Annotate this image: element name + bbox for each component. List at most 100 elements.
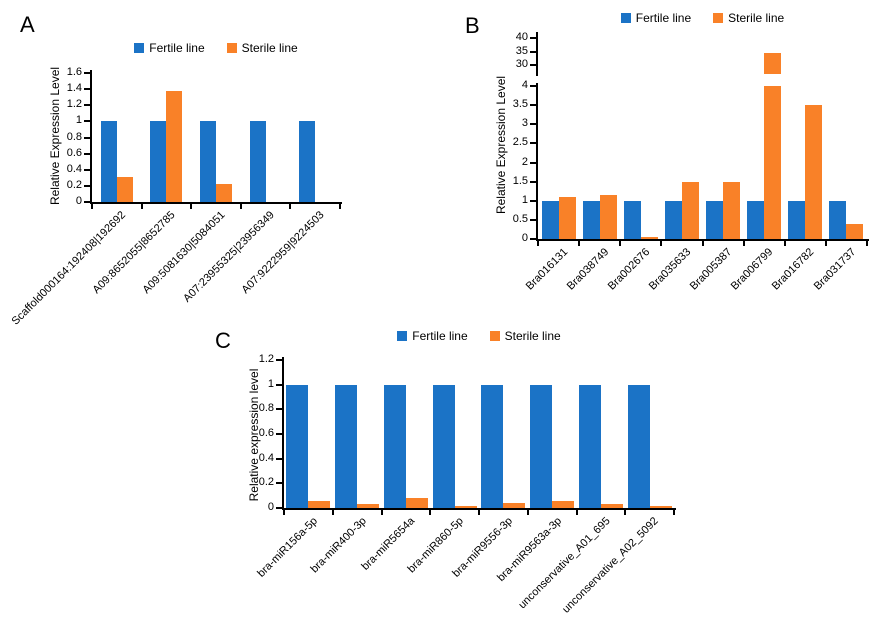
bar-sterile: [600, 504, 623, 508]
y-tick: [84, 120, 90, 123]
x-tick: [866, 241, 868, 246]
upper-y-tick: [530, 64, 536, 66]
legend-item-fertile: Fertile line: [620, 11, 692, 25]
x-tick: [742, 241, 745, 246]
x-category-label-text: A09:8652055|8652785: [90, 209, 178, 297]
x-category-label-text: A09:5081630|5084051: [140, 209, 228, 297]
y-tick: [530, 104, 536, 107]
fertile-swatch-icon: [397, 331, 408, 341]
legend-label-fertile: Fertile line: [635, 11, 692, 25]
bar-fertile: [200, 121, 216, 202]
x-category-label-text: Bra031737: [811, 246, 858, 293]
x-category-label-text: Bra002676: [605, 246, 653, 293]
legend-label-fertile: Fertile line: [412, 329, 468, 343]
bar-sterile: [599, 195, 617, 239]
x-tick: [660, 241, 663, 246]
bar-sterile: [558, 196, 576, 239]
bar-sterile: [216, 184, 232, 202]
upper-y-tick: [530, 50, 536, 53]
bar-sterile: [552, 500, 575, 508]
y-tick-label: 0.8: [66, 130, 82, 143]
x-tick: [578, 241, 581, 246]
bar-sterile: [454, 505, 477, 508]
legend-item-sterile: Sterile line: [226, 41, 298, 55]
bar-fertile: [747, 200, 765, 239]
y-tick-label: 1: [267, 377, 274, 390]
panel-b-label: B: [465, 13, 480, 38]
x-category-label-text: Bra016131: [523, 246, 571, 293]
panel-b: B Fertile line Sterile line Relative Exp…: [450, 5, 873, 322]
y-tick-label: 0: [521, 232, 528, 244]
y-tick: [530, 218, 536, 221]
fertile-swatch-icon: [134, 43, 145, 53]
y-tick: [84, 72, 90, 74]
sterile-swatch-icon: [713, 13, 724, 23]
y-tick-label: 2.5: [512, 136, 528, 149]
y-tick: [84, 104, 90, 107]
bar-fertile: [100, 121, 117, 202]
bar-fertile: [541, 200, 559, 239]
bar-fertile: [530, 384, 553, 508]
legend-item-fertile: Fertile line: [397, 329, 468, 343]
x-category-label-text: Bra006799: [729, 246, 776, 293]
upper-y-tick-label: 40: [515, 31, 528, 44]
x-tick: [380, 510, 383, 515]
x-tick: [478, 510, 480, 515]
y-tick: [84, 201, 90, 203]
y-tick-label: 3: [521, 117, 528, 130]
x-category-label-text: A07:23955325|23956349: [181, 209, 278, 305]
legend-label-fertile: Fertile line: [149, 41, 205, 55]
panel-c-label: C: [215, 328, 231, 353]
bar-fertile: [249, 121, 266, 202]
y-tick: [276, 383, 282, 386]
x-category-label-text: Bra035633: [646, 246, 694, 293]
y-tick-label: 0.8: [258, 402, 274, 415]
x-category-label-text: A07:9222959|9224503: [239, 209, 327, 297]
bar-sterile: [116, 177, 133, 202]
bar-fertile: [623, 200, 641, 239]
bar-sterile: [405, 498, 428, 508]
x-tick: [339, 204, 341, 209]
x-tick: [673, 510, 675, 515]
y-tick-label: 4: [521, 79, 528, 91]
bar-fertile: [299, 121, 316, 202]
x-tick: [619, 241, 622, 246]
bar-fertile: [706, 200, 724, 239]
bar-sterile: [846, 223, 864, 239]
bar-fertile: [788, 200, 806, 239]
y-tick-label: 3.5: [512, 98, 528, 111]
y-tick-label: 0: [267, 501, 274, 513]
y-tick: [84, 152, 90, 155]
bar-fertile: [432, 384, 455, 508]
y-tick: [276, 433, 282, 435]
chart-a-plot: 0 0.2 0.4 0.6 0.8 1 1.2 1.4 1.6 Scaffold000164:19…: [10, 10, 442, 328]
upper-y-tick: [530, 37, 536, 40]
y-tick-label: 1.6: [66, 66, 82, 78]
legend-label-sterile: Sterile line: [728, 11, 785, 25]
y-tick-label: 0.6: [258, 427, 274, 439]
x-tick: [783, 241, 786, 246]
y-tick-label: 1: [521, 193, 528, 206]
y-tick: [84, 136, 90, 139]
x-axis-line: [90, 202, 342, 204]
y-tick: [530, 161, 536, 164]
x-category-label-text: unconservative_A02_5092: [560, 515, 662, 616]
bar-sterile: [723, 181, 741, 239]
y-tick: [530, 238, 536, 240]
bar-fertile: [286, 384, 309, 508]
legend-item-sterile: Sterile line: [713, 11, 784, 25]
y-tick-label: 1.5: [512, 174, 528, 187]
bar-sterile: [649, 505, 672, 508]
legend-b: Fertile line Sterile line: [538, 11, 867, 25]
bar-sterile: [503, 503, 526, 508]
y-tick-label: 1: [75, 114, 82, 127]
x-tick: [91, 204, 93, 209]
bar-sterile: [764, 86, 782, 239]
x-category-label-text: unconservative_A01_695: [516, 515, 613, 612]
x-tick: [624, 510, 627, 515]
chart-c-plot: 0 0.2 0.4 0.6 0.8 1 1.2 bra-miR156a-5p bra-miR40…: [205, 322, 685, 632]
x-tick: [239, 204, 242, 209]
upper-y-tick-label: 35: [515, 44, 528, 57]
upper-y-axis-line: [536, 32, 538, 76]
x-tick: [331, 510, 334, 515]
